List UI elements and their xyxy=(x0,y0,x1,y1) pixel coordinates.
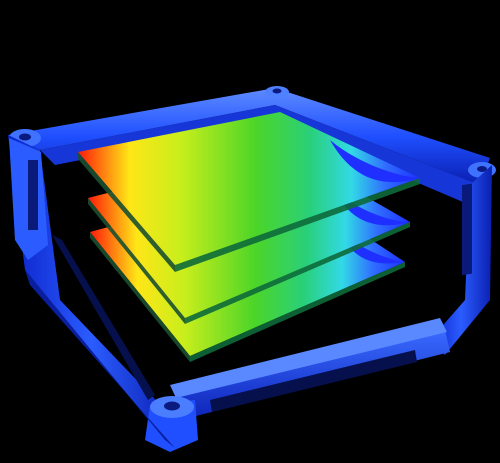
front-wall-slot xyxy=(210,350,417,412)
plate-top xyxy=(78,112,420,272)
enclosure-front xyxy=(25,270,450,452)
pillar-slot-left xyxy=(28,160,38,230)
left-wall-slot xyxy=(52,235,155,400)
enclosure-back-wall xyxy=(8,88,490,185)
heatmap-plates xyxy=(78,112,420,362)
corner-hole-back xyxy=(272,88,282,94)
corner-hole-back-left xyxy=(19,133,31,141)
enclosure-front-right-top xyxy=(170,318,447,398)
enclosure-back-inner xyxy=(40,105,480,205)
pillar-slot-right xyxy=(462,183,472,276)
enclosure-right-wall xyxy=(430,165,492,355)
corner-hole-right xyxy=(477,166,487,172)
corner-hole-front xyxy=(164,401,180,411)
